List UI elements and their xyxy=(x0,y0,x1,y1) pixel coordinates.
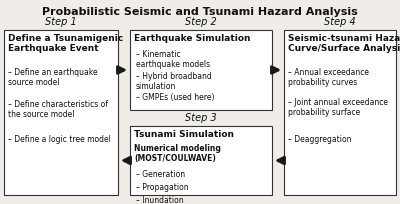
Text: Probabilistic Seismic and Tsunami Hazard Analysis: Probabilistic Seismic and Tsunami Hazard… xyxy=(42,7,358,17)
Bar xyxy=(284,30,396,195)
Text: – Generation: – Generation xyxy=(136,170,185,179)
Text: Step 2: Step 2 xyxy=(185,17,217,27)
Bar xyxy=(130,30,272,110)
Text: – Deaggregation: – Deaggregation xyxy=(288,135,352,144)
Text: – Define an earthquake
source model: – Define an earthquake source model xyxy=(8,68,98,87)
Text: – Define characteristics of
the source model: – Define characteristics of the source m… xyxy=(8,100,108,119)
Text: – Propagation: – Propagation xyxy=(136,183,189,192)
Text: Tsunami Simulation: Tsunami Simulation xyxy=(134,130,234,139)
Bar xyxy=(130,126,272,195)
Text: Step 4: Step 4 xyxy=(324,17,356,27)
Text: Step 1: Step 1 xyxy=(45,17,77,27)
Text: – Annual exceedance
probability curves: – Annual exceedance probability curves xyxy=(288,68,369,87)
Text: – GMPEs (used here): – GMPEs (used here) xyxy=(136,93,214,102)
Bar xyxy=(4,30,118,195)
Text: Define a Tsunamigenic
Earthquake Event: Define a Tsunamigenic Earthquake Event xyxy=(8,34,123,53)
Text: Earthquake Simulation: Earthquake Simulation xyxy=(134,34,250,43)
Text: – Joint annual exceedance
probability surface: – Joint annual exceedance probability su… xyxy=(288,98,388,117)
Text: – Hybrid broadband
simulation: – Hybrid broadband simulation xyxy=(136,72,212,91)
Text: – Inundation: – Inundation xyxy=(136,196,184,204)
Text: – Kinematic
earthquake models: – Kinematic earthquake models xyxy=(136,50,210,69)
Text: Numerical modeling
(MOST/COULWAVE): Numerical modeling (MOST/COULWAVE) xyxy=(134,144,221,163)
Text: Seismic-tsunami Hazard
Curve/Surface Analysis: Seismic-tsunami Hazard Curve/Surface Ana… xyxy=(288,34,400,53)
Text: Step 3: Step 3 xyxy=(185,113,217,123)
Text: – Define a logic tree model: – Define a logic tree model xyxy=(8,135,111,144)
